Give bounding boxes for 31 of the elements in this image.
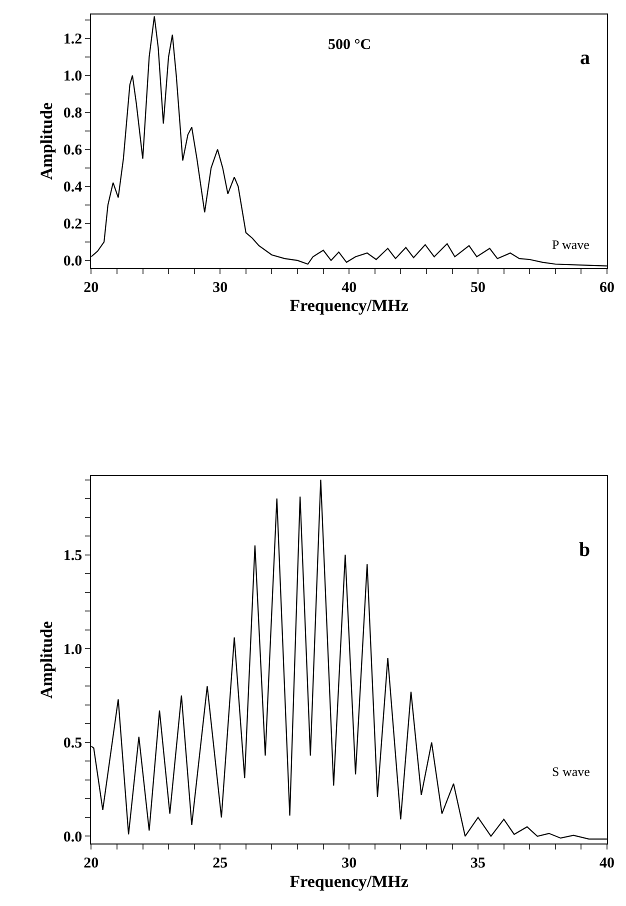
x-tick-label: 40 (600, 856, 615, 872)
annotation: 500 °C (328, 37, 372, 53)
x-tick-label: 60 (600, 280, 615, 296)
line-series (91, 479, 608, 840)
x-tick-label: 25 (212, 856, 228, 872)
annotation: a (580, 47, 590, 69)
y-tick-label: 0.8 (63, 106, 82, 122)
y-tick-label: 1.2 (63, 32, 82, 48)
y-tick-label: 1.5 (63, 548, 82, 564)
annotation: b (579, 539, 590, 561)
annotation: P wave (552, 237, 590, 252)
y-tick-label: 0.0 (63, 829, 82, 846)
y-tick-label: 1.0 (63, 68, 82, 85)
x-tick-label: 20 (84, 856, 99, 872)
x-axis-title: Frequency/MHz (290, 872, 409, 892)
x-axis-title: Frequency/MHz (290, 296, 409, 316)
x-tick-label: 30 (342, 856, 357, 872)
y-axis-title: Amplitude (36, 620, 56, 699)
x-tick-label: 30 (212, 280, 228, 296)
x-tick-label: 50 (470, 280, 486, 296)
y-tick-label: 0.2 (63, 216, 82, 233)
annotation: S wave (552, 764, 590, 779)
y-tick-label: 0.6 (63, 142, 83, 159)
y-axis-title: Amplitude (36, 102, 56, 180)
x-tick-label: 35 (470, 856, 486, 872)
x-tick-label: 20 (84, 280, 99, 296)
y-tick-label: 0.5 (63, 736, 82, 752)
y-tick-label: 0.0 (63, 254, 82, 270)
x-tick-label: 40 (342, 280, 357, 296)
y-tick-label: 0.4 (63, 180, 83, 196)
y-tick-label: 1.0 (63, 642, 82, 658)
